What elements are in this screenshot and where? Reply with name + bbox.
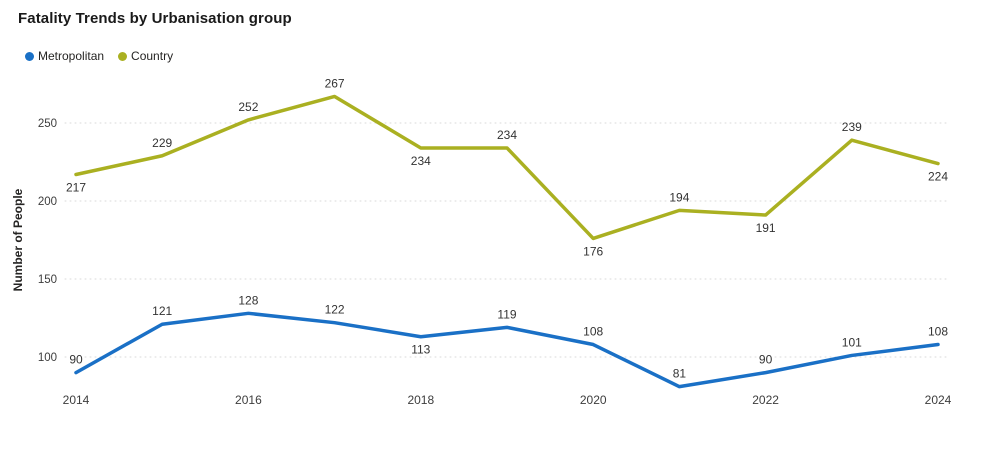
data-label-country-2021: 194 — [669, 190, 689, 204]
legend: Metropolitan Country — [25, 49, 173, 63]
data-label-country-2014: 217 — [66, 180, 86, 194]
data-label-country-2024: 224 — [928, 170, 948, 184]
data-label-metropolitan-2015: 121 — [152, 304, 172, 318]
series-line-metropolitan[interactable] — [74, 311, 940, 389]
data-label-metropolitan-2020: 108 — [583, 325, 603, 339]
y-tick-label-150: 150 — [38, 274, 57, 286]
data-label-metropolitan-2024: 108 — [928, 325, 948, 339]
country-series-dot-icon — [118, 51, 128, 61]
x-axis-label-2014: 2014 — [63, 393, 90, 407]
chart-title: Fatality Trends by Urbanisation group — [18, 10, 292, 27]
x-axis-label-2018: 2018 — [407, 393, 434, 407]
legend-label-country: Country — [131, 49, 174, 63]
data-label-metropolitan-2021: 81 — [673, 367, 687, 381]
metropolitan-series-dot-icon — [25, 51, 34, 61]
x-axis-label-2016: 2016 — [235, 393, 262, 407]
data-label-metropolitan-2023: 101 — [842, 335, 862, 349]
legend-item-country[interactable]: Country — [118, 49, 173, 63]
data-label-metropolitan-2016: 128 — [238, 293, 258, 307]
x-axis-label-2022: 2022 — [752, 393, 779, 407]
data-label-country-2016: 252 — [238, 100, 258, 114]
data-label-country-2022: 191 — [756, 221, 776, 235]
data-label-country-2023: 239 — [842, 120, 862, 134]
y-tick-label-100: 100 — [38, 352, 57, 364]
y-axis-title: Number of People — [11, 188, 25, 291]
legend-item-metropolitan[interactable]: Metropolitan — [25, 49, 104, 63]
data-label-country-2015: 229 — [152, 136, 172, 150]
x-axis-label-2020: 2020 — [580, 393, 607, 407]
legend-label-metropolitan: Metropolitan — [38, 49, 105, 63]
data-label-metropolitan-2017: 122 — [325, 303, 345, 317]
data-label-country-2020: 176 — [583, 244, 603, 258]
y-tick-label-250: 250 — [38, 118, 57, 130]
data-label-country-2017: 267 — [325, 76, 345, 90]
data-label-country-2018: 234 — [411, 154, 431, 168]
data-label-country-2019: 234 — [497, 128, 517, 142]
x-axis-label-2024: 2024 — [925, 393, 952, 407]
data-label-metropolitan-2018: 113 — [411, 343, 430, 357]
data-label-metropolitan-2014: 90 — [69, 353, 83, 367]
series-line-country[interactable] — [74, 94, 940, 241]
data-label-metropolitan-2019: 119 — [497, 307, 516, 321]
data-label-metropolitan-2022: 90 — [759, 353, 773, 367]
y-tick-label-200: 200 — [38, 196, 57, 208]
